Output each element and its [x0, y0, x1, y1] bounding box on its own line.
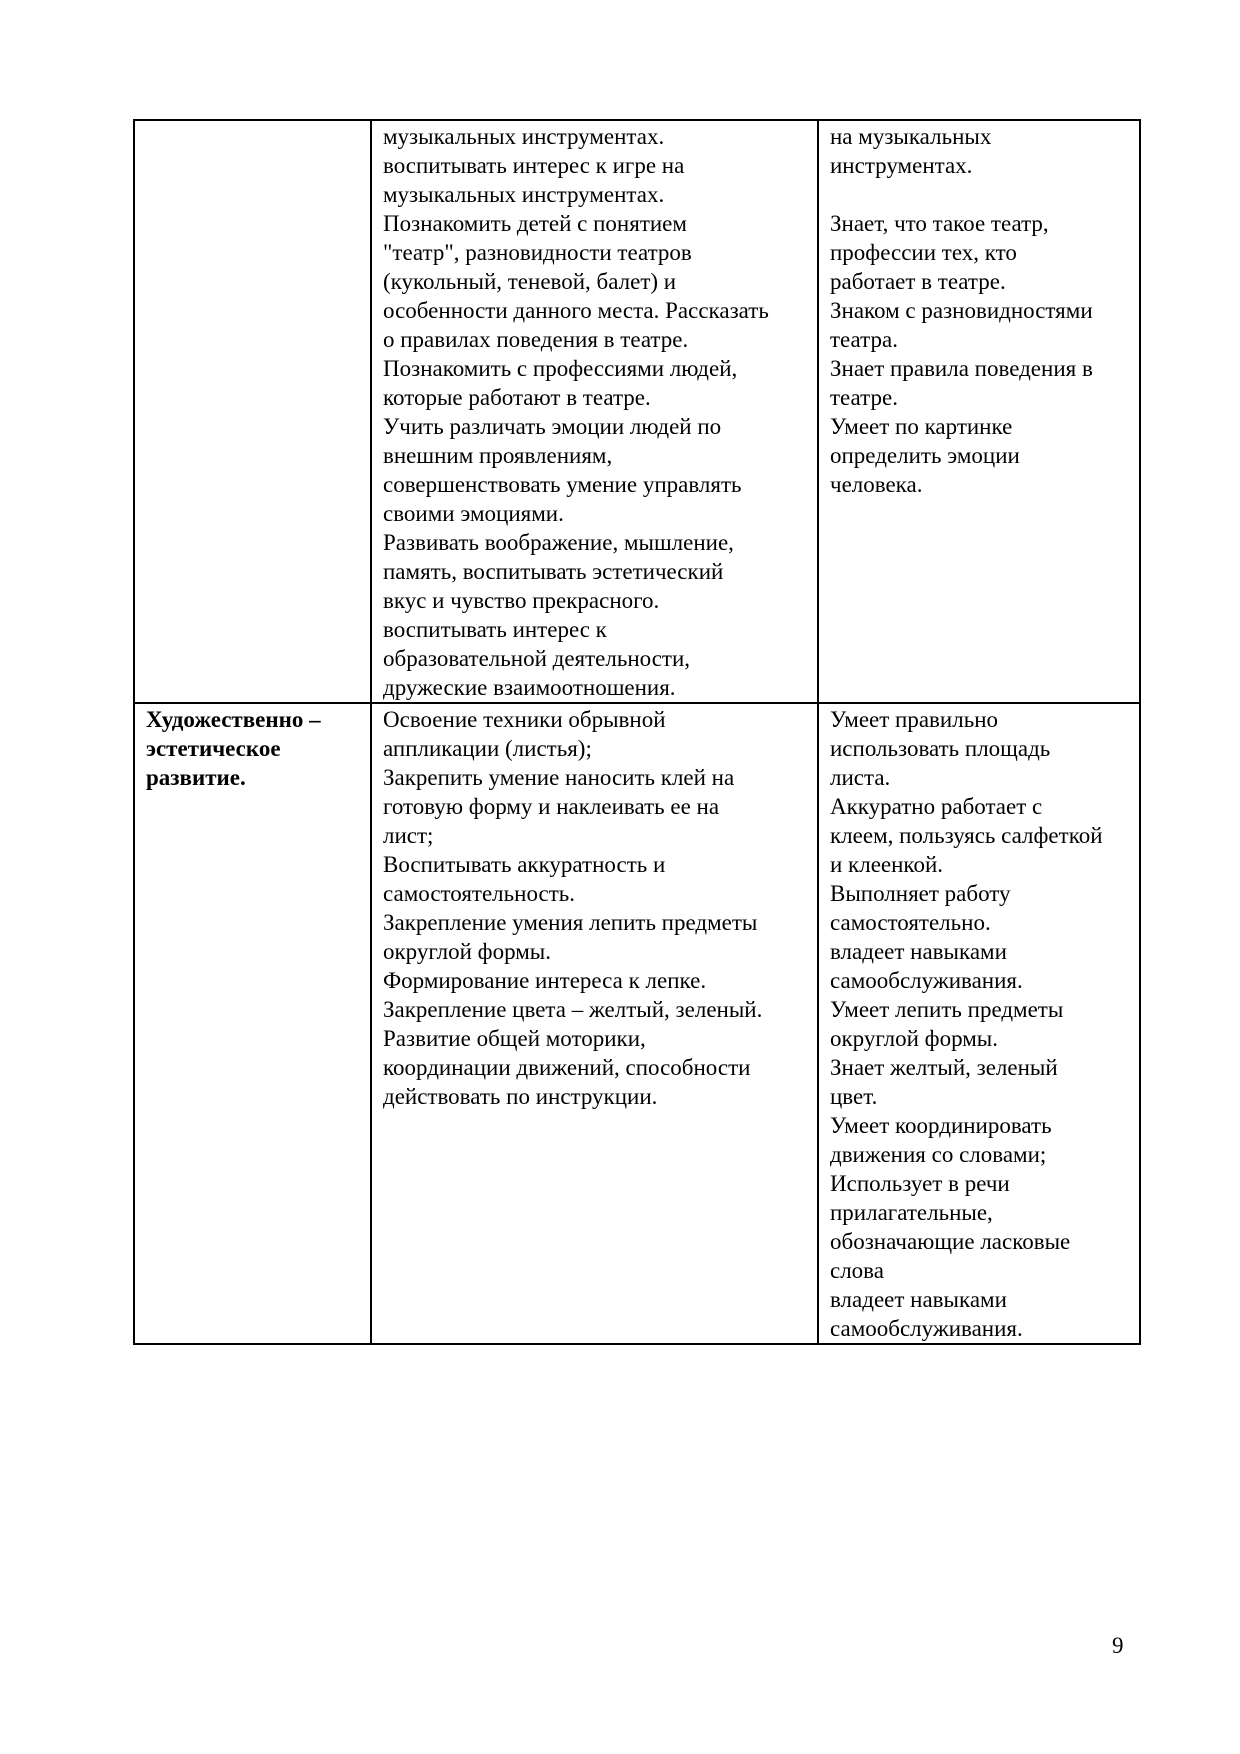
- text-line: Художественно –: [146, 707, 321, 732]
- text-line: Формирование интереса к лепке.: [383, 968, 707, 993]
- text-line: готовую форму и наклеивать ее на: [383, 794, 720, 819]
- table-row: Художественно – эстетическое развитие. Осв…: [133, 702, 1141, 1345]
- text-line: движения со словами;: [830, 1142, 1047, 1167]
- text-line: использовать площадь: [830, 736, 1051, 761]
- text-line: Развитие общей моторики,: [383, 1026, 646, 1051]
- text-line: Познакомить с профессиями людей,: [383, 356, 738, 381]
- area-cell: [133, 119, 372, 704]
- text-line: музыкальных инструментах.: [383, 124, 665, 149]
- text-line: о правилах поведения в театре.: [383, 327, 689, 352]
- text-line: Выполняет работу: [830, 881, 1011, 906]
- text-line: прилагательные,: [830, 1200, 993, 1225]
- text-line: округлой формы.: [383, 939, 551, 964]
- text-line: Аккуратно работает с: [830, 794, 1043, 819]
- text-line: Познакомить детей с понятием: [383, 211, 687, 236]
- results-cell: Умеет правильно использовать площадь листа…: [817, 702, 1141, 1345]
- development-table: музыкальных инструментах. воспитывать инт…: [133, 119, 1141, 1345]
- text-line: музыкальных инструментах.: [383, 182, 665, 207]
- text-line: самообслуживания.: [830, 968, 1023, 993]
- text-line: Закрепление цвета – желтый, зеленый.: [383, 997, 763, 1022]
- text-line: Закрепить умение наносить клей на: [383, 765, 735, 790]
- text-line: работает в театре.: [830, 269, 1006, 294]
- text-line: на музыкальных: [830, 124, 992, 149]
- text-line: слова: [830, 1258, 884, 1283]
- text-line: самостоятельно.: [830, 910, 991, 935]
- text-line: Развивать воображение, мышление,: [383, 530, 734, 555]
- text-line: владеет навыками: [830, 939, 1007, 964]
- text-line: развитие.: [146, 765, 246, 790]
- text-line: округлой формы.: [830, 1026, 998, 1051]
- text-line: цвет.: [830, 1084, 878, 1109]
- text-line: Знает правила поведения в: [830, 356, 1093, 381]
- text-line: Воспитывать аккуратность и: [383, 852, 666, 877]
- text-line: Учить различать эмоции людей по: [383, 414, 722, 439]
- text-line: человека.: [830, 472, 923, 497]
- text-line: театре.: [830, 385, 898, 410]
- text-line: Умеет координировать: [830, 1113, 1052, 1138]
- text-line: внешним проявлениям,: [383, 443, 613, 468]
- text-line: владеет навыками: [830, 1287, 1007, 1312]
- table-row: музыкальных инструментах. воспитывать инт…: [133, 119, 1141, 704]
- text-line: дружеские взаимоотношения.: [383, 675, 676, 700]
- text-line: и клеенкой.: [830, 852, 944, 877]
- text-line: определить эмоции: [830, 443, 1020, 468]
- text-line: образовательной деятельности,: [383, 646, 691, 671]
- text-line: эстетическое: [146, 736, 281, 761]
- text-line: воспитывать интерес к: [383, 617, 607, 642]
- text-line: своими эмоциями.: [383, 501, 564, 526]
- text-line: "театр", разновидности театров: [383, 240, 692, 265]
- text-line: Знает желтый, зеленый: [830, 1055, 1058, 1080]
- text-line: листа.: [830, 765, 891, 790]
- text-line: совершенствовать умение управлять: [383, 472, 742, 497]
- text-line: лист;: [383, 823, 434, 848]
- text-line: которые работают в театре.: [383, 385, 651, 410]
- text-line: самообслуживания.: [830, 1316, 1023, 1341]
- tasks-cell: музыкальных инструментах. воспитывать инт…: [370, 119, 819, 704]
- text-line: Умеет лепить предметы: [830, 997, 1064, 1022]
- text-line: Умеет по картинке: [830, 414, 1013, 439]
- text-line: вкус и чувство прекрасного.: [383, 588, 660, 613]
- text-line: особенности данного места. Рассказать: [383, 298, 769, 323]
- text-line: Знает, что такое театр,: [830, 211, 1049, 236]
- text-line: координации движений, способности: [383, 1055, 751, 1080]
- tasks-cell: Освоение техники обрывной аппликации (лис…: [370, 702, 819, 1345]
- text-line: аппликации (листья);: [383, 736, 592, 761]
- results-cell: на музыкальных инструментах. Знает, что т…: [817, 119, 1141, 704]
- text-line: действовать по инструкции.: [383, 1084, 658, 1109]
- text-line: театра.: [830, 327, 898, 352]
- text-line: клеем, пользуясь салфеткой: [830, 823, 1103, 848]
- text-line: воспитывать интерес к игре на: [383, 153, 685, 178]
- text-line: (кукольный, теневой, балет) и: [383, 269, 677, 294]
- text-line: Использует в речи: [830, 1171, 1010, 1196]
- text-line: самостоятельность.: [383, 881, 576, 906]
- text-line: Умеет правильно: [830, 707, 998, 732]
- text-line: Освоение техники обрывной: [383, 707, 666, 732]
- text-line: [830, 180, 1129, 209]
- text-line: обозначающие ласковые: [830, 1229, 1071, 1254]
- page-number: 9: [1112, 1633, 1124, 1658]
- text-line: инструментах.: [830, 153, 973, 178]
- area-cell: Художественно – эстетическое развитие.: [133, 702, 372, 1345]
- text-line: Закрепление умения лепить предметы: [383, 910, 758, 935]
- text-line: память, воспитывать эстетический: [383, 559, 724, 584]
- text-line: профессии тех, кто: [830, 240, 1017, 265]
- text-line: Знаком с разновидностями: [830, 298, 1093, 323]
